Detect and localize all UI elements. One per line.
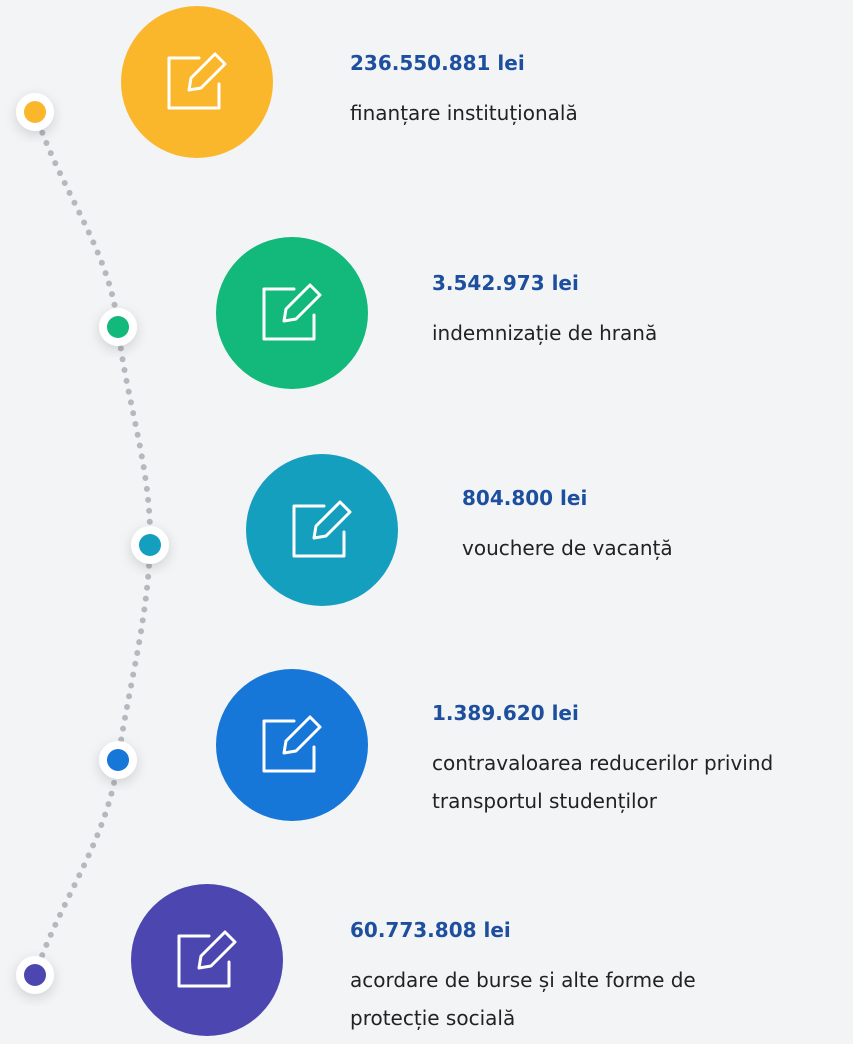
pencil-icon	[312, 500, 352, 540]
timeline-item: 804.800 lei vouchere de vacanță	[131, 454, 673, 606]
timeline-item: 1.389.620 lei contravaloarea reducerilor …	[99, 669, 773, 821]
dot	[139, 534, 161, 556]
timeline-item: 236.550.881 lei finanțare instituțională	[16, 6, 578, 158]
icon-circle	[246, 454, 398, 606]
icon-circle	[216, 237, 368, 389]
pencil-icon	[187, 52, 227, 92]
description: protecție socială	[350, 1006, 515, 1030]
edit-icon	[262, 719, 316, 773]
pencil-icon	[282, 283, 322, 323]
icon-circle	[121, 6, 273, 158]
amount: 3.542.973 lei	[432, 271, 579, 295]
icon-circle	[216, 669, 368, 821]
amount: 1.389.620 lei	[432, 701, 579, 725]
dot	[24, 964, 46, 986]
pencil-icon	[282, 715, 322, 755]
timeline-item: 3.542.973 lei indemnizație de hrană	[99, 237, 657, 389]
edit-icon	[262, 287, 316, 341]
description: acordare de burse și alte forme de	[350, 968, 696, 992]
description: transportul studenților	[432, 789, 658, 813]
pencil-icon	[197, 930, 237, 970]
edit-icon	[292, 504, 346, 558]
timeline-item: 60.773.808 lei acordare de burse și alte …	[16, 884, 696, 1036]
description: vouchere de vacanță	[462, 536, 673, 560]
icon-circle	[131, 884, 283, 1036]
description: contravaloarea reducerilor privind	[432, 751, 773, 775]
dot	[107, 749, 129, 771]
edit-icon	[177, 934, 231, 988]
amount: 804.800 lei	[462, 486, 587, 510]
dot	[24, 101, 46, 123]
description: finanțare instituțională	[350, 101, 578, 125]
description: indemnizație de hrană	[432, 321, 657, 345]
amount: 236.550.881 lei	[350, 51, 525, 75]
edit-icon	[167, 56, 221, 110]
amount: 60.773.808 lei	[350, 918, 511, 942]
dot	[107, 316, 129, 338]
